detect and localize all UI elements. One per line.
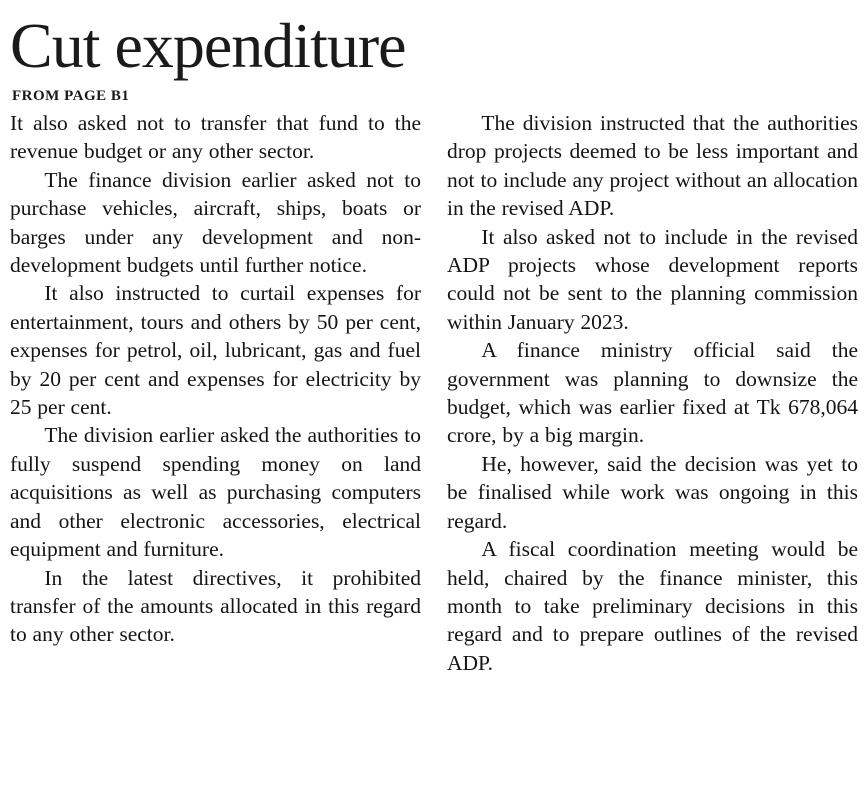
- paragraph: The finance division earlier asked not t…: [10, 167, 421, 278]
- paragraph: He, however, said the decision was yet t…: [447, 451, 858, 533]
- paragraph: A finance ministry official said the gov…: [447, 338, 858, 448]
- paragraph: The division earlier asked the authoriti…: [10, 423, 421, 562]
- paragraph: It also asked not to include in the revi…: [447, 224, 858, 334]
- paragraph: It also asked not to transfer that fund …: [10, 111, 421, 164]
- left-column: It also asked not to transfer that fund …: [10, 109, 421, 649]
- article-columns: It also asked not to transfer that fund …: [10, 109, 858, 677]
- paragraph: In the latest directives, it prohibited …: [10, 565, 421, 647]
- paragraph: It also instructed to curtail expenses f…: [10, 281, 421, 420]
- article-headline: Cut expenditure: [10, 10, 407, 81]
- paragraph: A fiscal coordination meeting would be h…: [447, 537, 858, 675]
- right-column: The division instructed that the authori…: [447, 109, 858, 677]
- paragraph: The division instructed that the authori…: [447, 111, 858, 221]
- continuation-kicker: FROM PAGE B1: [12, 88, 130, 104]
